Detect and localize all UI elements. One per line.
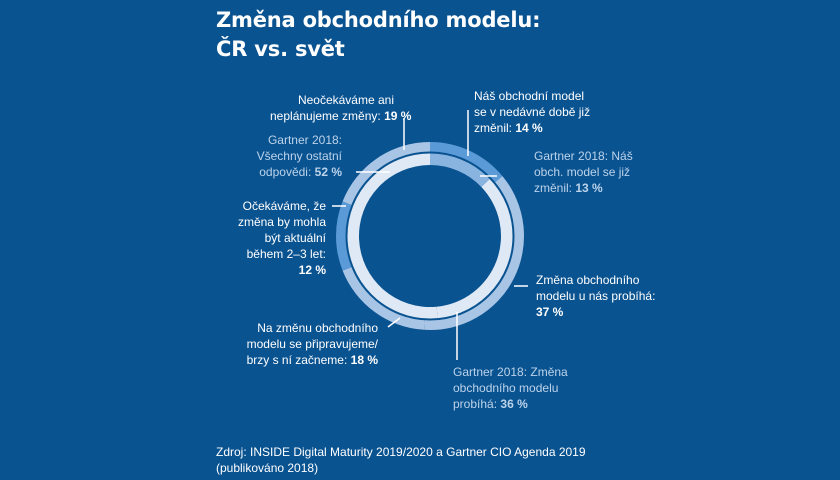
leader-pripravujeme (387, 317, 401, 328)
chart-title-line2: ČR vs. svět (216, 37, 345, 61)
label-ocekavame-line4: během 2–3 let: (246, 247, 326, 261)
label-gartner-probiha-line1: Gartner 2018: Změna (453, 365, 568, 379)
chart-title-line1: Změna obchodního modelu: (216, 8, 541, 32)
label-ocekavame-value: 12 % (298, 263, 326, 277)
source-line1: Zdroj: INSIDE Digital Maturity 2019/2020… (216, 445, 586, 459)
gartner-slice-3 (347, 153, 438, 319)
outer-ring-cr (336, 142, 524, 330)
label-gartner-probiha-line2: obchodního modelu (453, 381, 559, 395)
gartner-slice-1 (430, 153, 491, 187)
label-zmenil-line1: Náš obchodní model (474, 89, 585, 103)
inner-ring-gartner (345, 151, 515, 321)
label-zmenil-line2: se v nedávné době již (474, 105, 591, 119)
label-gartner-zmenil-line2: obch. model se již (534, 165, 631, 179)
label-pripravujeme: Na změnu obchodního modelu se připravuje… (222, 320, 378, 368)
label-gartner-zmenil-line1: Gartner 2018: Náš (534, 149, 633, 163)
label-ocekavame-line1: Očekáváme, že (242, 199, 326, 213)
cr-slice-5 (342, 142, 430, 206)
label-gartner-ostatni-line3: odpovědi: (259, 165, 312, 179)
label-gartner-ostatni-value: 52 % (314, 165, 342, 179)
label-gartner-probiha-line3: probíhá: (453, 397, 498, 411)
label-pripravujeme-line1: Na změnu obchodního (257, 321, 378, 335)
label-probiha-value: 37 % (536, 305, 564, 319)
label-probiha-line1: Změna obchodního (536, 273, 640, 287)
label-gartner-probiha-value: 36 % (500, 397, 528, 411)
label-gartner-zmenil: Gartner 2018: Náš obch. model se již změ… (534, 148, 633, 196)
label-probiha: Změna obchodního modelu u nás probíhá: 3… (536, 272, 655, 320)
label-neocekavame: Neočekáváme ani neplánujeme změny: 19 % (270, 92, 411, 124)
gartner-slice-2 (436, 178, 513, 319)
label-ocekavame-line2: změna by mohla (237, 215, 326, 229)
label-ocekavame: Očekáváme, že změna by mohla být aktuáln… (226, 198, 326, 278)
label-neocekavame-line2: neplánujeme změny: (270, 109, 381, 123)
label-pripravujeme-line2: modelu se připravujeme/ (246, 337, 378, 351)
label-gartner-ostatni-line2: Všechny ostatní (256, 149, 342, 163)
label-neocekavame-line1: Neočekáváme ani (297, 93, 394, 107)
source-note: Zdroj: INSIDE Digital Maturity 2019/2020… (216, 444, 586, 476)
label-gartner-zmenil-line3: změnil: (534, 181, 573, 195)
label-gartner-zmenil-value: 13 % (575, 181, 603, 195)
label-gartner-probiha: Gartner 2018: Změna obchodního modelu pr… (453, 364, 568, 412)
leader-lines (332, 110, 528, 360)
label-pripravujeme-line3: brzy s ní začneme: (246, 353, 348, 367)
cr-slice-3 (342, 266, 425, 330)
cr-slice-2 (424, 176, 524, 330)
ring-separator (345, 151, 515, 321)
label-zmenil-line3: změnil: (474, 121, 513, 135)
label-gartner-ostatni-line1: Gartner 2018: (267, 133, 342, 147)
label-zmenil-value: 14 % (515, 121, 543, 135)
label-gartner-ostatni: Gartner 2018: Všechny ostatní odpovědi: … (232, 132, 342, 180)
cr-slice-1 (430, 142, 503, 183)
label-pripravujeme-value: 18 % (350, 353, 378, 367)
source-line2: (publikováno 2018) (216, 461, 319, 475)
label-probiha-line2: modelu u nás probíhá: (536, 289, 656, 303)
cr-slice-4 (336, 201, 352, 271)
label-zmenil: Náš obchodní model se v nedávné době již… (474, 88, 590, 136)
label-ocekavame-line3: být aktuální (264, 231, 326, 245)
label-neocekavame-value: 19 % (384, 109, 412, 123)
chart-title: Změna obchodního modelu: ČR vs. svět (216, 6, 540, 64)
